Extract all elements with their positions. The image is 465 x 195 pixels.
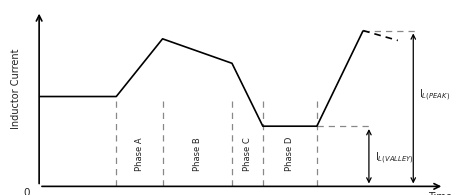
- Text: Time: Time: [428, 192, 452, 195]
- Text: Phase C: Phase C: [243, 137, 252, 171]
- Text: Inductor Current: Inductor Current: [11, 48, 21, 129]
- Text: Phase B: Phase B: [193, 137, 202, 171]
- Text: Phase A: Phase A: [135, 137, 144, 171]
- Text: 0: 0: [23, 188, 29, 195]
- Text: I$_{L(VALLEY)}$: I$_{L(VALLEY)}$: [375, 150, 413, 166]
- Text: I$_{L(PEAK)}$: I$_{L(PEAK)}$: [419, 88, 450, 103]
- Text: Phase D: Phase D: [286, 136, 294, 171]
